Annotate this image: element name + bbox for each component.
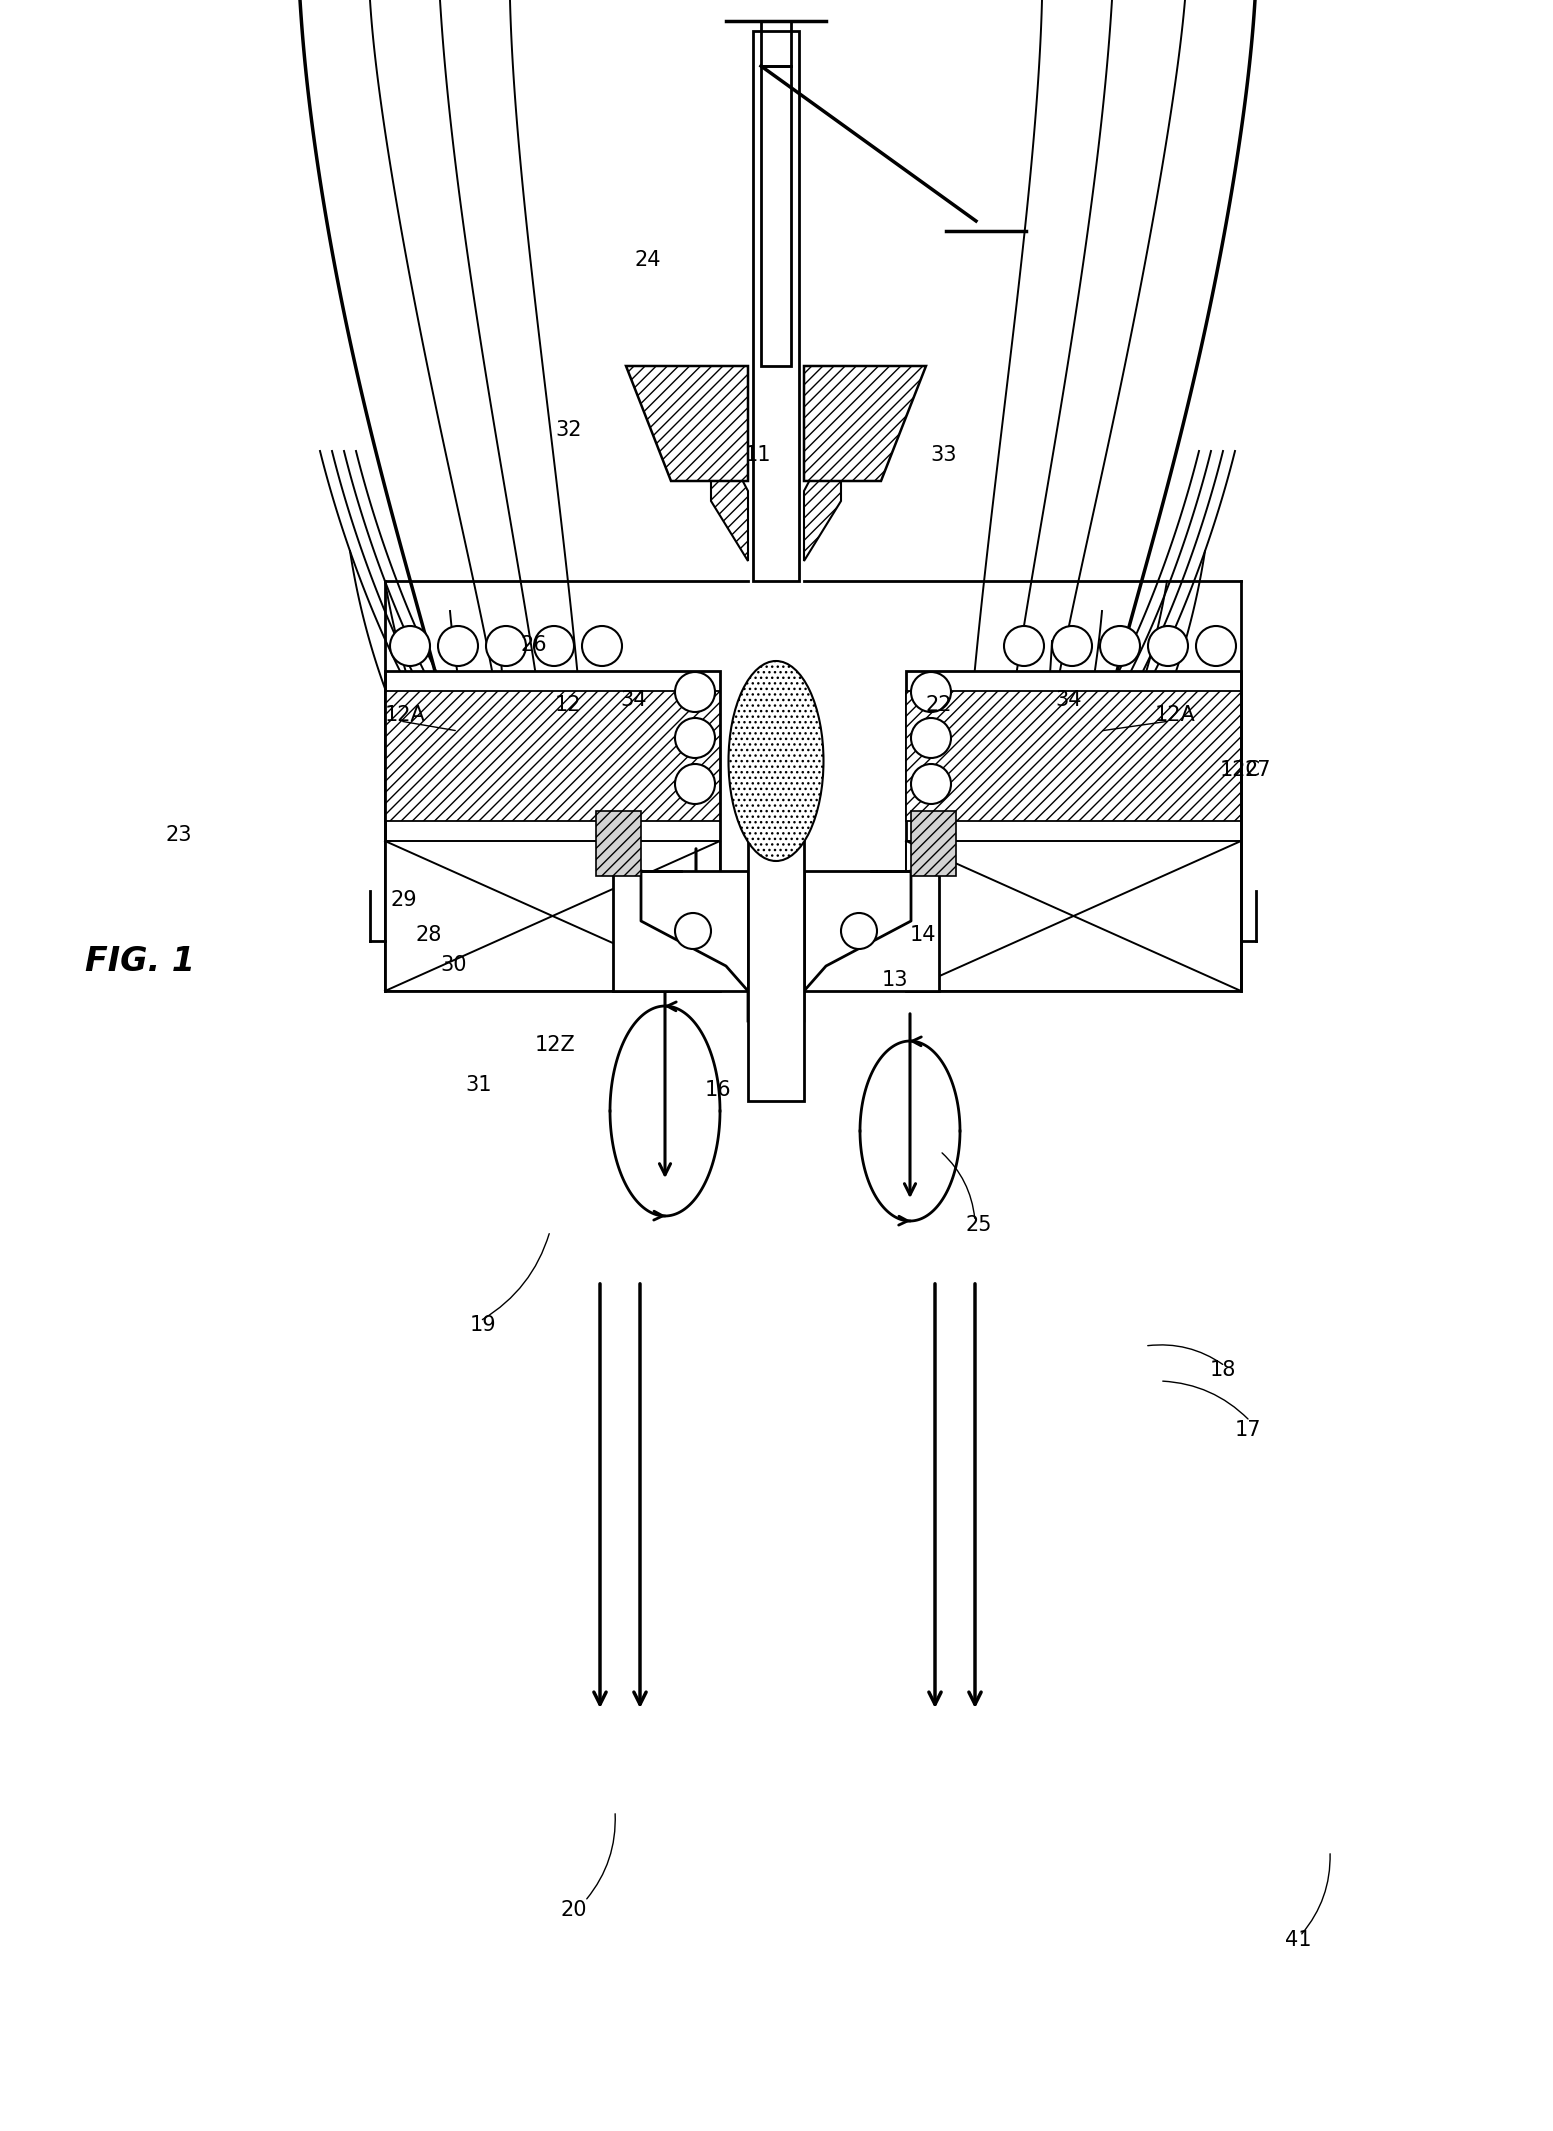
Circle shape [912,765,950,803]
Text: 25: 25 [964,1215,991,1236]
Circle shape [534,627,575,667]
Circle shape [676,912,711,948]
Text: 34: 34 [1054,690,1081,710]
Text: 18: 18 [1210,1360,1236,1381]
Circle shape [1003,627,1044,667]
Circle shape [1148,627,1188,667]
Text: 11: 11 [745,445,772,465]
Bar [596,812,641,876]
Text: 12Z: 12Z [534,1036,576,1055]
Circle shape [842,912,877,948]
Circle shape [390,627,430,667]
Bar [385,842,721,991]
Text: 12C: 12C [1221,761,1261,780]
Text: 33: 33 [930,445,957,465]
Text: 30: 30 [439,955,466,976]
Bar [749,712,804,1102]
Bar [385,671,721,991]
Bar [385,690,721,820]
Text: FIG. 1: FIG. 1 [85,944,196,978]
Circle shape [1051,627,1092,667]
Text: 31: 31 [464,1074,491,1095]
Ellipse shape [728,661,823,861]
Circle shape [486,627,526,667]
Bar [905,842,1241,991]
Text: 12: 12 [554,695,581,716]
Circle shape [676,765,714,803]
Text: 20: 20 [561,1901,587,1920]
Text: 24: 24 [635,249,662,271]
Bar [753,32,798,582]
Polygon shape [626,367,749,482]
Circle shape [912,671,950,712]
Text: 41: 41 [1284,1931,1311,1950]
Text: 22: 22 [926,695,952,716]
Circle shape [912,718,950,759]
Text: 23: 23 [165,825,191,846]
Bar [804,872,940,991]
Circle shape [438,627,478,667]
Circle shape [676,718,714,759]
Circle shape [1196,627,1236,667]
Text: 17: 17 [1235,1419,1261,1441]
Text: 13: 13 [882,970,909,991]
Polygon shape [711,422,749,560]
Bar [912,812,957,876]
Bar [905,671,1241,991]
Text: 27: 27 [1246,761,1272,780]
Text: 19: 19 [471,1315,497,1334]
Text: 28: 28 [415,925,441,944]
Circle shape [582,627,623,667]
Text: 12A: 12A [385,705,426,725]
Text: 26: 26 [520,635,547,654]
Bar [761,66,790,367]
Bar [613,872,749,991]
Text: 32: 32 [554,420,581,439]
Text: 29: 29 [390,891,416,910]
Text: 14: 14 [910,925,936,944]
Text: 16: 16 [705,1080,731,1100]
Circle shape [676,671,714,712]
Text: 34: 34 [620,690,646,710]
Circle shape [1100,627,1140,667]
Polygon shape [804,367,926,482]
Text: 12A: 12A [1155,705,1196,725]
Bar [905,690,1241,820]
Polygon shape [804,422,842,560]
